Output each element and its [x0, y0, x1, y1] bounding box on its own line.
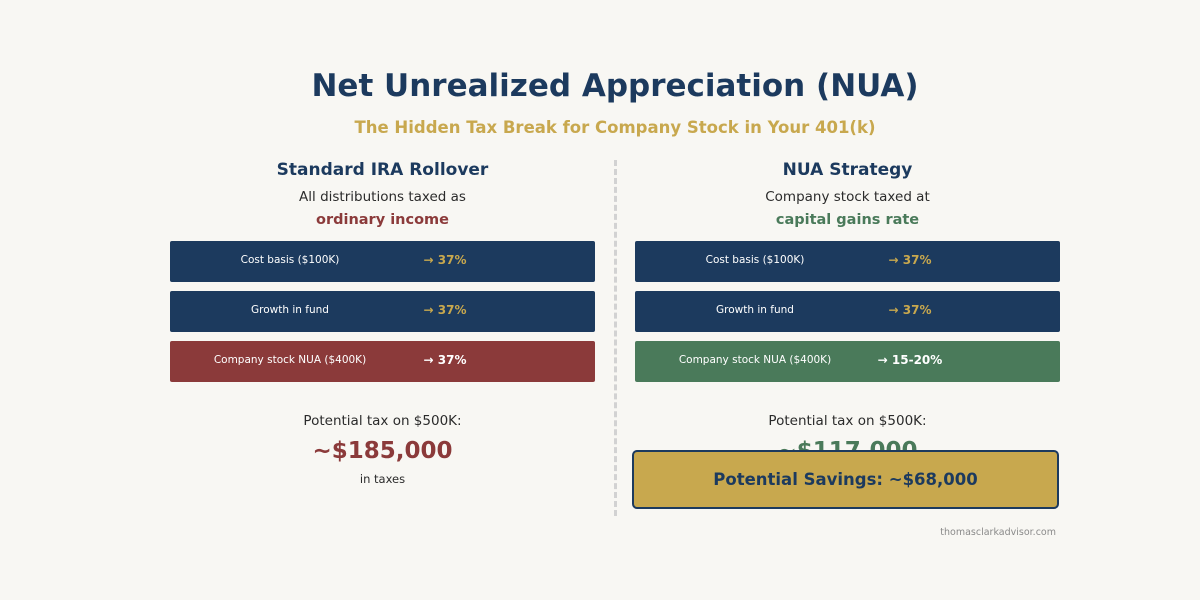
ira-potential-note: in taxes	[359, 472, 406, 486]
ira-rollover-description: All distributions taxed as	[299, 189, 466, 205]
page-subtitle: The Hidden Tax Break for Company Stock i…	[354, 118, 876, 137]
row-rate: → 37%	[888, 253, 932, 267]
nua-strategy-title: NUA Strategy	[782, 160, 913, 180]
row-label: Company stock NUA ($400K)	[213, 354, 367, 366]
nua-row-company-stock: Company stock NUA ($400K) → 15-20%	[635, 341, 1060, 382]
row-label: Growth in fund	[251, 304, 329, 316]
potential-savings-banner: Potential Savings: ~$68,000	[632, 450, 1059, 509]
row-label: Growth in fund	[716, 304, 794, 316]
ira-potential-amount: ~$185,000	[312, 438, 453, 464]
ira-row-cost-basis: Cost basis ($100K) → 37%	[170, 241, 595, 282]
nua-row-growth: Growth in fund → 37%	[635, 291, 1060, 332]
ira-potential-label: Potential tax on $500K:	[303, 413, 462, 429]
source-credit: thomasclarkadvisor.com	[940, 527, 1056, 538]
row-label: Company stock NUA ($400K)	[678, 354, 832, 366]
row-rate: → 37%	[423, 353, 467, 367]
ira-row-company-stock: Company stock NUA ($400K) → 37%	[170, 341, 595, 382]
nua-row-cost-basis: Cost basis ($100K) → 37%	[635, 241, 1060, 282]
nua-strategy-description: Company stock taxed at	[765, 189, 930, 205]
ira-row-growth: Growth in fund → 37%	[170, 291, 595, 332]
row-rate: → 15-20%	[877, 353, 943, 367]
row-rate: → 37%	[888, 303, 932, 317]
row-label: Cost basis ($100K)	[240, 254, 340, 266]
row-rate: → 37%	[423, 253, 467, 267]
row-label: Cost basis ($100K)	[705, 254, 805, 266]
ira-rollover-title: Standard IRA Rollover	[276, 160, 489, 180]
nua-potential-label: Potential tax on $500K:	[768, 413, 927, 429]
nua-strategy-emphasis: capital gains rate	[775, 212, 920, 228]
column-divider	[614, 160, 617, 516]
page-title: Net Unrealized Appreciation (NUA)	[311, 68, 919, 104]
row-rate: → 37%	[423, 303, 467, 317]
ira-rollover-emphasis: ordinary income	[315, 212, 449, 228]
